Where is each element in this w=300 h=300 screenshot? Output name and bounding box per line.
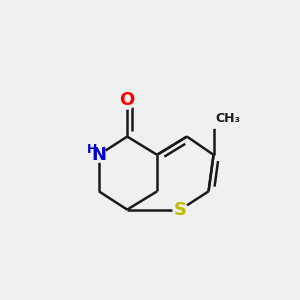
Text: S: S bbox=[174, 201, 187, 219]
Circle shape bbox=[173, 202, 188, 217]
Circle shape bbox=[92, 148, 106, 162]
Circle shape bbox=[120, 94, 134, 109]
Circle shape bbox=[204, 108, 224, 128]
Text: O: O bbox=[120, 91, 135, 109]
Text: CH₃: CH₃ bbox=[215, 112, 240, 125]
Text: N: N bbox=[92, 146, 106, 164]
Text: H: H bbox=[87, 143, 98, 156]
